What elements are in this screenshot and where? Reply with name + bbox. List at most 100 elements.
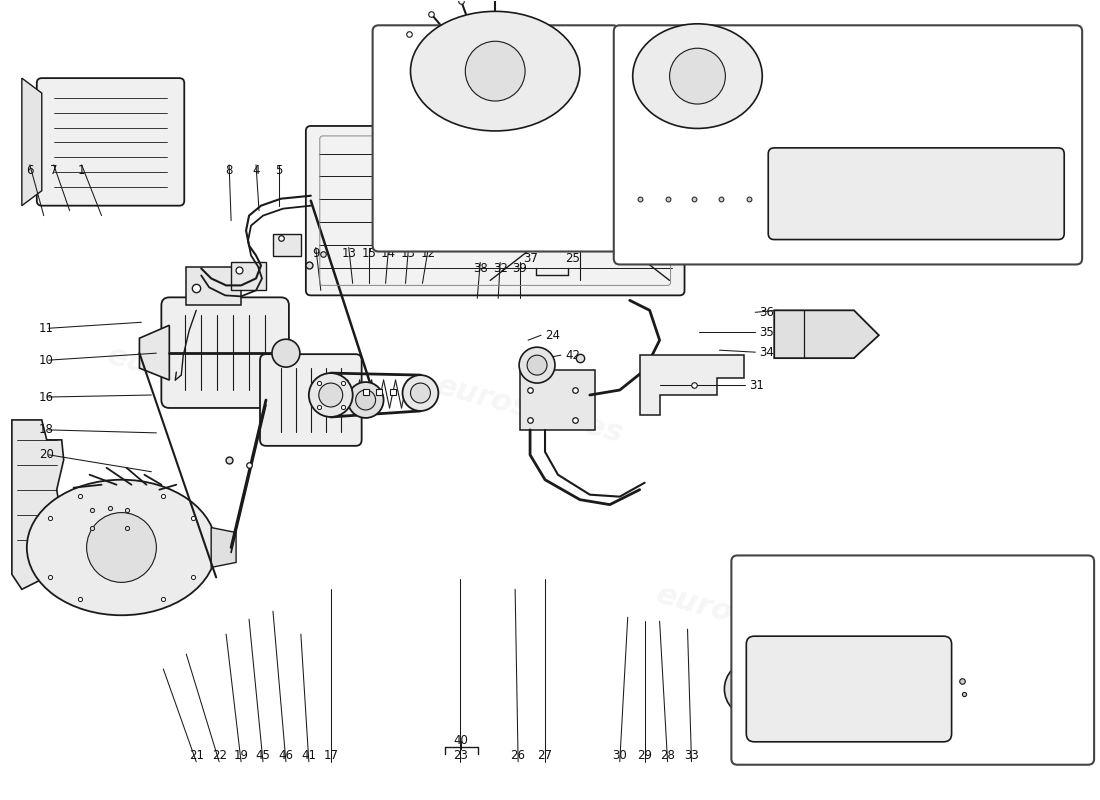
Text: 46: 46 (278, 750, 294, 762)
Circle shape (410, 383, 430, 403)
Text: 41: 41 (301, 750, 317, 762)
Circle shape (309, 373, 353, 417)
Polygon shape (702, 178, 757, 255)
Circle shape (348, 382, 384, 418)
Text: 39: 39 (513, 262, 528, 275)
Text: 23: 23 (453, 750, 468, 762)
Ellipse shape (410, 11, 580, 131)
Polygon shape (12, 420, 64, 590)
Text: 24: 24 (544, 329, 560, 342)
Text: 9: 9 (716, 209, 723, 222)
Circle shape (737, 674, 767, 704)
FancyBboxPatch shape (614, 26, 1082, 265)
Text: Valid till engine Nr. 62657: Valid till engine Nr. 62657 (424, 47, 568, 58)
Polygon shape (640, 355, 745, 415)
Text: 43: 43 (971, 690, 986, 702)
Ellipse shape (632, 24, 762, 129)
Text: 44: 44 (949, 690, 964, 702)
Text: 2: 2 (554, 192, 562, 206)
Text: 27: 27 (538, 750, 552, 762)
Text: 21: 21 (189, 750, 204, 762)
FancyBboxPatch shape (162, 298, 289, 408)
Text: 22: 22 (211, 750, 227, 762)
Circle shape (87, 513, 156, 582)
Text: USA M.Y. 2000,2001,2002,2003,2004: USA M.Y. 2000,2001,2002,2003,2004 (733, 61, 961, 71)
Text: 9: 9 (312, 247, 320, 260)
Circle shape (527, 355, 547, 375)
Text: Valid for not catalyzed cars: Valid for not catalyzed cars (833, 606, 984, 615)
Text: 6: 6 (26, 164, 34, 178)
Text: 16: 16 (39, 390, 54, 403)
Text: 40: 40 (454, 734, 469, 747)
Circle shape (670, 48, 725, 104)
Text: 37: 37 (524, 252, 539, 265)
Text: 17: 17 (323, 750, 339, 762)
Circle shape (319, 383, 343, 407)
Text: 38: 38 (473, 262, 487, 275)
Ellipse shape (26, 480, 217, 615)
Text: 34: 34 (759, 346, 774, 358)
Text: eurospares: eurospares (433, 371, 627, 449)
Text: 13: 13 (341, 247, 356, 260)
Text: 32: 32 (493, 262, 507, 275)
Text: eurospares: eurospares (652, 580, 846, 658)
Text: 4: 4 (661, 209, 669, 222)
Text: 36: 36 (759, 306, 774, 319)
FancyBboxPatch shape (746, 636, 952, 742)
FancyBboxPatch shape (520, 370, 595, 430)
Circle shape (465, 42, 525, 101)
Polygon shape (774, 310, 879, 358)
Text: eurospares: eurospares (104, 341, 298, 419)
Circle shape (403, 375, 439, 411)
Text: 18: 18 (39, 423, 54, 436)
Circle shape (924, 667, 968, 711)
Text: 28: 28 (660, 750, 675, 762)
Polygon shape (140, 326, 169, 380)
Text: 11: 11 (740, 209, 755, 222)
Polygon shape (22, 78, 42, 206)
FancyBboxPatch shape (36, 78, 185, 206)
FancyBboxPatch shape (732, 555, 1094, 765)
Text: 5: 5 (688, 209, 695, 222)
FancyBboxPatch shape (186, 267, 241, 306)
Polygon shape (211, 527, 236, 567)
Text: CDN M.Y. 2000,2001,2002,2003,2004: CDN M.Y. 2000,2001,2002,2003,2004 (732, 47, 962, 58)
Text: 33: 33 (684, 750, 699, 762)
Text: 25: 25 (565, 252, 581, 265)
FancyBboxPatch shape (768, 148, 1064, 239)
Text: 29: 29 (637, 750, 652, 762)
Text: 1: 1 (632, 209, 639, 222)
Text: 7: 7 (50, 164, 57, 178)
Text: 42: 42 (565, 349, 580, 362)
Text: 1: 1 (464, 192, 472, 206)
FancyBboxPatch shape (260, 354, 362, 446)
Text: 5: 5 (275, 164, 283, 178)
Text: 19: 19 (233, 750, 249, 762)
Circle shape (519, 347, 556, 383)
Text: 20: 20 (39, 448, 54, 462)
FancyBboxPatch shape (306, 126, 684, 295)
FancyBboxPatch shape (373, 26, 619, 251)
Text: 3: 3 (437, 194, 444, 207)
Text: 30: 30 (613, 750, 627, 762)
Text: 8: 8 (226, 164, 233, 178)
Circle shape (355, 390, 375, 410)
Text: 12: 12 (421, 247, 436, 260)
FancyBboxPatch shape (631, 186, 702, 250)
FancyBboxPatch shape (231, 262, 266, 290)
Text: 11: 11 (39, 322, 54, 334)
FancyBboxPatch shape (273, 234, 301, 255)
Text: 4: 4 (252, 164, 260, 178)
Text: 10: 10 (39, 354, 54, 366)
Text: 45: 45 (255, 750, 271, 762)
Text: 26: 26 (510, 750, 526, 762)
Text: 13: 13 (402, 247, 416, 260)
Text: 35: 35 (759, 326, 774, 338)
Text: Vale per vetture non catalizzate: Vale per vetture non catalizzate (820, 619, 998, 630)
Text: 14: 14 (381, 247, 396, 260)
Text: 15: 15 (361, 247, 376, 260)
Text: Vale fino al motore Nr. 62657: Vale fino al motore Nr. 62657 (404, 61, 586, 71)
Text: 1: 1 (78, 164, 86, 178)
Text: 31: 31 (749, 378, 764, 391)
Circle shape (725, 661, 780, 717)
